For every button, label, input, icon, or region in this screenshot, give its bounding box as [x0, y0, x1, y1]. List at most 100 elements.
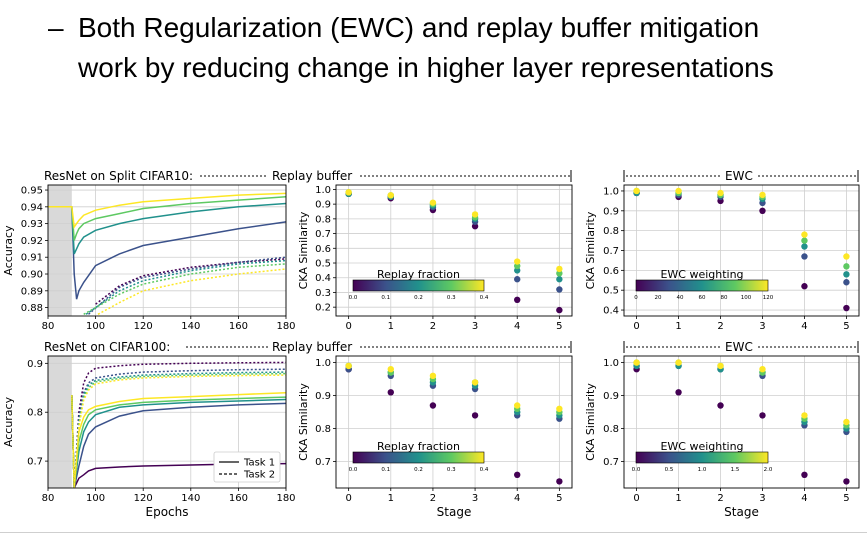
bottom-replay-point — [345, 362, 352, 370]
bottom-ewc-point — [717, 402, 724, 409]
row2-left-label: ResNet on CIFAR100: — [44, 340, 170, 354]
top-ewc-point — [843, 279, 850, 286]
bottom-replay-point — [387, 389, 394, 396]
top-accuracy-chart: 80 100 120 140 160 180 0.88 0.89 0.90 0.91 0.92 0.9… — [2, 184, 296, 332]
bottom-ewc-ytick-label: 0.9 — [603, 391, 619, 402]
top-accuracy-ytick-label: 0.93 — [21, 219, 43, 230]
bottom-replay-colorbar-label: Replay fraction — [377, 440, 460, 453]
bottom-replay-xtick-label: 0 — [345, 493, 351, 504]
top-replay-xtick-label: 0 — [345, 321, 351, 332]
row2-ewc-label: EWC — [725, 340, 753, 354]
top-replay-point — [471, 211, 479, 218]
bottom-replay-ytick-label: 1.0 — [315, 358, 331, 369]
top-ewc-xtick-label: 1 — [675, 321, 681, 332]
bottom-accuracy-series-line — [71, 395, 287, 489]
top-ewc-xtick-label: 2 — [717, 321, 723, 332]
top-replay-point — [556, 286, 563, 293]
top-replay-xtick-label: 2 — [430, 321, 436, 332]
top-accuracy-ytick-label: 0.95 — [21, 186, 43, 197]
bottom-ewc-colorbar-label: EWC weighting — [660, 440, 743, 453]
bottom-accuracy-ytick-label: 0.7 — [27, 457, 43, 468]
top-ewc-ytick-label: 0.7 — [603, 246, 619, 257]
bottom-replay-colorbar-tick: 0.4 — [480, 467, 489, 473]
bottom-ewc-point — [801, 412, 808, 419]
bottom-ewc-point — [675, 359, 682, 366]
top-ewc-point — [843, 304, 850, 312]
top-accuracy-series-line — [48, 202, 287, 255]
top-replay-colorbar-tick: 0.1 — [381, 295, 390, 301]
charts-layer: 80 100 120 140 160 1800.880.890.900.910.920.9… — [2, 184, 860, 519]
top-replay-point — [556, 306, 563, 314]
bottom-ewc-xtick-label: 4 — [801, 493, 807, 504]
bottom-replay-xtick-label: 3 — [472, 493, 478, 504]
top-accuracy-series-line — [48, 192, 287, 230]
bottom-accuracy-axes-frame — [47, 355, 287, 489]
top-ewc-axes-frame — [623, 184, 860, 317]
bullet-text-line-1: Both Regularization (EWC) and replay buf… — [78, 12, 760, 43]
bottom-replay-xtick-label: 1 — [388, 493, 394, 504]
bottom-replay-point — [514, 402, 521, 409]
bottom-accuracy-ytick-label: 0.8 — [27, 408, 43, 419]
bottom-replay-point — [556, 405, 563, 412]
top-accuracy-ytick-label: 0.91 — [21, 253, 43, 264]
top-ewc-ytick-label: 1.0 — [603, 186, 619, 197]
bottom-ewc-point — [759, 412, 766, 419]
bottom-replay-xtick-label: 5 — [556, 493, 562, 504]
top-replay-point — [514, 276, 521, 283]
top-ewc-colorbar-tick: 0 — [634, 295, 638, 301]
bottom-accuracy-legend-label: Task 1 — [243, 458, 275, 469]
bottom-ewc-axes-frame — [623, 355, 860, 489]
bottom-ewc-chart: 0 1 2 3 4 5 0.7 0.8 0.9 1.0 CKA Similarity Stage EWC… — [584, 355, 860, 519]
bottom-ewc-xtick-label: 5 — [843, 493, 849, 504]
top-replay-point — [556, 265, 563, 273]
top-accuracy-axes-frame — [47, 184, 287, 317]
bullet-text-line-2: work by reducing change in higher layer … — [78, 52, 774, 83]
bottom-replay-point — [471, 379, 479, 386]
bottom-replay-chart: 0 1 2 3 4 5 0.7 0.8 0.9 1.0 CKA Similarity Stage Rep… — [297, 355, 573, 519]
bottom-accuracy-xtick-label: 100 — [86, 493, 105, 504]
bottom-replay-point — [471, 412, 479, 419]
bottom-ewc-plot-area — [624, 356, 859, 488]
bottom-accuracy-xlabel: Epochs — [146, 505, 189, 519]
bottom-ewc-xtick-label: 0 — [633, 493, 639, 504]
top-ewc-chart: 0 1 2 3 4 5 0.4 0.5 0.6 0.7 0.8 0.9 1.0 CKA Similarit… — [584, 184, 860, 332]
bottom-accuracy-xtick-label: 120 — [134, 493, 153, 504]
row1-replay-label: Replay buffer — [272, 169, 352, 183]
top-replay-axes-frame — [335, 184, 573, 317]
top-accuracy-xtick-label: 120 — [134, 321, 153, 332]
bottom-replay-xtick-label: 2 — [430, 493, 436, 504]
top-replay-ytick-label: 0.5 — [315, 259, 331, 270]
bullet-dash: – — [48, 12, 64, 43]
top-ewc-point — [801, 253, 808, 260]
top-replay-ytick-label: 0.6 — [315, 244, 331, 255]
bottom-accuracy-xtick-label: 80 — [42, 493, 55, 504]
bottom-ewc-point — [675, 389, 682, 396]
top-accuracy-ytick-label: 0.89 — [21, 286, 43, 297]
top-replay-plot-area — [336, 185, 572, 316]
top-replay-point — [514, 262, 521, 270]
top-accuracy-plot-area — [48, 185, 286, 316]
bottom-replay-colorbar-tick: 0.2 — [414, 467, 423, 473]
bottom-ewc-colorbar-tick: 0.0 — [632, 467, 641, 473]
bottom-ewc-colorbar-tick: 1.0 — [698, 467, 707, 473]
bottom-replay-point — [387, 366, 394, 373]
top-replay-ytick-label: 0.3 — [315, 288, 331, 299]
top-ewc-point — [843, 253, 850, 260]
top-replay-point — [471, 223, 479, 230]
bottom-accuracy-series-line — [71, 361, 287, 489]
bottom-replay-xtick-label: 4 — [514, 493, 520, 504]
top-replay-point — [387, 192, 394, 199]
top-ewc-point — [843, 263, 850, 270]
bottom-replay-colorbar-tick: 0.3 — [447, 467, 456, 473]
top-replay-point — [514, 258, 521, 265]
bottom-accuracy-ytick-label: 0.9 — [27, 359, 43, 370]
bottom-ewc-point — [633, 359, 640, 366]
bottom-ewc-point — [759, 366, 766, 373]
top-accuracy-xtick-label: 80 — [42, 321, 55, 332]
top-replay-xtick-label: 5 — [556, 321, 562, 332]
bottom-accuracy-chart: 80 100 120 140 160 180 0.7 0.8 0.9 Accuracy Epochs… — [2, 355, 296, 519]
top-replay-point — [345, 189, 352, 196]
bottom-accuracy-xtick-label: 140 — [181, 493, 200, 504]
top-ewc-colorbar-tick: 80 — [721, 295, 728, 301]
top-accuracy-ytick-label: 0.92 — [21, 236, 43, 247]
